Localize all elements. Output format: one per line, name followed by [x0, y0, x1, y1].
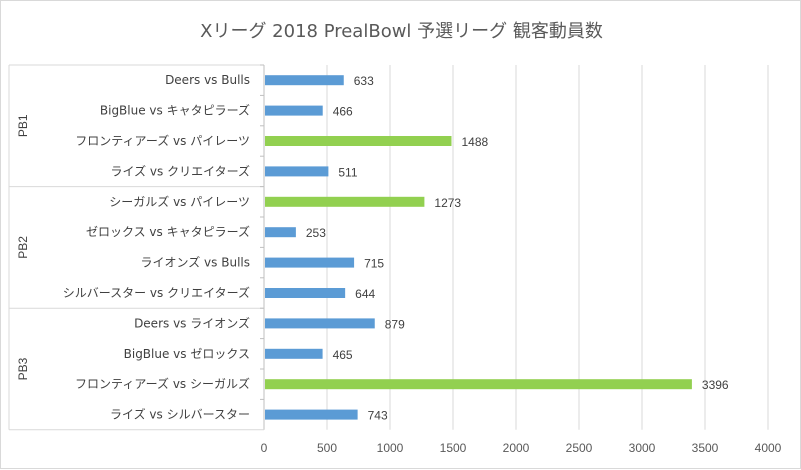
- category-label: Deers vs ライオンズ: [134, 315, 250, 330]
- category-label: ライオンズ vs Bulls: [140, 255, 250, 270]
- bar: [265, 227, 296, 238]
- data-label: 1273: [434, 196, 461, 210]
- x-tick-label: 2500: [566, 441, 593, 455]
- data-label: 715: [364, 257, 384, 271]
- x-tick-label: 2000: [503, 441, 530, 455]
- bar: [265, 409, 358, 420]
- category-label: Deers vs Bulls: [165, 73, 250, 87]
- category-label: フロンティアーズ vs シーガルズ: [75, 376, 250, 391]
- x-tick-label: 0: [261, 441, 268, 455]
- category-label: シーガルズ vs パイレーツ: [109, 194, 250, 209]
- data-label: 3396: [702, 378, 729, 392]
- data-label: 253: [306, 226, 326, 240]
- group-label: PB1: [16, 114, 30, 137]
- x-tick-label: 500: [317, 441, 337, 455]
- x-tick-label: 1000: [377, 441, 404, 455]
- data-label: 633: [354, 74, 374, 88]
- group-label: PB2: [16, 236, 30, 259]
- x-tick-label: 3500: [692, 441, 719, 455]
- category-label: BigBlue vs キャタピラーズ: [100, 103, 250, 118]
- bar: [265, 75, 344, 86]
- category-label: BigBlue vs ゼロックス: [124, 347, 250, 361]
- chart-title: Xリーグ 2018 PrealBowl 予選リーグ 観客動員数: [200, 21, 603, 42]
- bar: [265, 257, 355, 268]
- data-label: 1488: [461, 135, 488, 149]
- bar: [265, 288, 346, 298]
- bar: [265, 136, 452, 146]
- bar: [265, 348, 323, 359]
- bar: [265, 318, 375, 329]
- bar: [265, 379, 692, 390]
- bar: [265, 196, 425, 207]
- bar: [265, 166, 329, 177]
- category-label: フロンティアーズ vs パイレーツ: [75, 133, 250, 148]
- x-tick-label: 1500: [440, 441, 467, 455]
- data-label: 879: [385, 317, 405, 331]
- category-label: ライズ vs クリエイターズ: [110, 163, 250, 178]
- data-label: 743: [368, 409, 388, 423]
- x-tick-label: 3000: [629, 441, 656, 455]
- data-label: 465: [333, 348, 353, 362]
- x-tick-label: 4000: [755, 441, 782, 455]
- category-label: シルバースター vs クリエイターズ: [63, 285, 250, 300]
- data-label: 511: [338, 165, 357, 179]
- category-label: ライズ vs シルバースター: [110, 407, 250, 422]
- group-label: PB3: [16, 357, 30, 380]
- data-label: 466: [333, 105, 353, 119]
- bar: [265, 105, 323, 116]
- data-label: 644: [355, 287, 375, 301]
- category-label: ゼロックス vs キャタピラーズ: [86, 224, 250, 239]
